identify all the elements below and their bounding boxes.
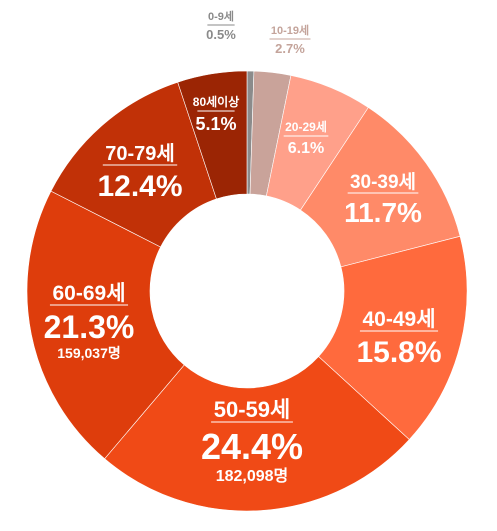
slice-percent-label: 24.4% <box>201 426 303 467</box>
slice-percent-label: 12.4% <box>97 170 182 203</box>
slice-percent-label: 5.1% <box>195 114 236 134</box>
slice-label-group: 40-49세 15.8% <box>356 308 441 369</box>
slice-count-label: 159,037명 <box>57 345 121 361</box>
slice-count-label: 182,098명 <box>216 467 289 485</box>
slice-category-label: 10-19세 <box>271 23 309 37</box>
slice-category-label: 50-59세 <box>214 397 291 422</box>
slice-label-group: 10-19세 2.7% <box>269 23 311 56</box>
slice-category-label: 60-69세 <box>52 282 125 305</box>
slice-category-label: 30-39세 <box>350 171 416 193</box>
slice-label-group: 20-29세 6.1% <box>283 119 329 157</box>
slice-category-label: 20-29세 <box>285 119 327 134</box>
slice-label-group: 0-9세 0.5% <box>206 9 236 42</box>
slice-percent-label: 6.1% <box>288 140 324 157</box>
slice-percent-label: 21.3% <box>44 309 135 345</box>
slice-label-group: 60-69세 21.3%159,037명 <box>44 282 135 361</box>
donut-slice <box>318 235 468 440</box>
slice-label-group: 80세이상 5.1% <box>193 94 239 134</box>
donut-slice <box>177 70 248 200</box>
donut-slice <box>104 356 410 512</box>
donut-slice <box>26 190 185 460</box>
slice-percent-label: 2.7% <box>275 41 305 56</box>
slice-label-group: 70-79세 12.4% <box>97 142 182 203</box>
slice-category-label: 0-9세 <box>208 9 234 23</box>
slice-percent-label: 0.5% <box>206 27 236 42</box>
slice-category-label: 70-79세 <box>105 142 175 165</box>
slice-label-group: 30-39세 11.7% <box>344 171 422 228</box>
donut-slice <box>300 107 461 268</box>
slice-category-label: 40-49세 <box>362 308 435 331</box>
slice-label-group: 50-59세 24.4%182,098명 <box>201 397 303 485</box>
slice-category-label: 80세이상 <box>193 94 239 109</box>
slice-percent-label: 15.8% <box>356 336 441 369</box>
slice-percent-label: 11.7% <box>344 197 422 228</box>
